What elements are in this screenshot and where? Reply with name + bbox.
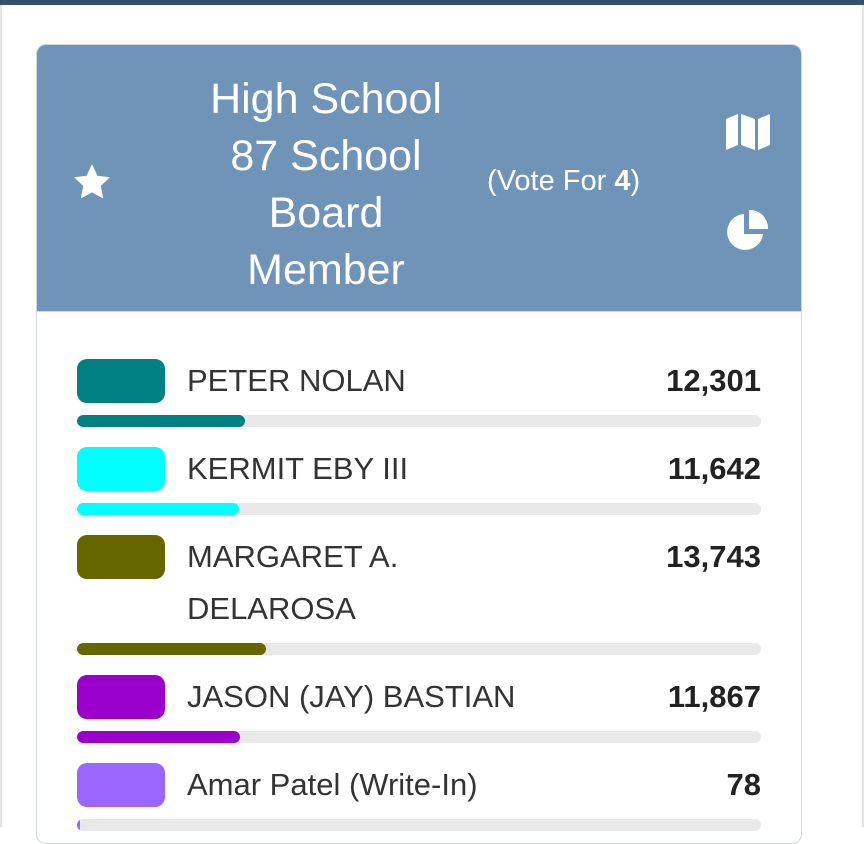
contest-header: High School 87 School Board Member (Vote… bbox=[37, 45, 801, 312]
vote-bar-track bbox=[77, 643, 761, 655]
top-bar bbox=[0, 0, 864, 5]
candidate-name: PETER NOLAN bbox=[187, 363, 406, 398]
vote-for-label: (Vote For 4) bbox=[487, 165, 640, 198]
candidate-color-swatch bbox=[77, 675, 165, 719]
vote-for-prefix: (Vote For bbox=[487, 165, 615, 197]
page-border-left bbox=[0, 5, 2, 827]
contest-card: High School 87 School Board Member (Vote… bbox=[36, 44, 802, 844]
candidate-row: MARGARET A. DELAROSA 13,743 bbox=[77, 521, 761, 655]
candidate-votes: 11,867 bbox=[667, 679, 761, 714]
vote-for-number: 4 bbox=[614, 165, 631, 197]
page-border-right bbox=[862, 5, 864, 827]
vote-bar-fill bbox=[77, 731, 241, 743]
candidate-row: KERMIT EBY III 11,642 bbox=[77, 433, 761, 515]
candidate-name: JASON (JAY) BASTIAN bbox=[187, 679, 516, 714]
vote-bar-fill bbox=[77, 503, 240, 515]
candidate-votes: 11,642 bbox=[667, 451, 761, 486]
candidate-color-swatch bbox=[77, 447, 165, 491]
contest-title-line: Member bbox=[247, 246, 405, 294]
candidate-row: JASON (JAY) BASTIAN 11,867 bbox=[77, 661, 761, 743]
vote-for-suffix: ) bbox=[630, 165, 641, 197]
vote-bar-fill bbox=[77, 819, 80, 831]
candidate-color-swatch bbox=[77, 535, 165, 579]
vote-bar-track bbox=[77, 819, 761, 831]
candidate-votes: 13,743 bbox=[666, 539, 761, 574]
vote-bar-fill bbox=[77, 643, 267, 655]
star-icon[interactable] bbox=[71, 161, 113, 203]
vote-bar-track bbox=[77, 731, 761, 743]
candidate-name: MARGARET A. DELAROSA bbox=[187, 539, 399, 626]
candidate-row: PETER NOLAN 12,301 bbox=[77, 345, 761, 427]
vote-bar-fill bbox=[77, 415, 245, 427]
contest-title-line: High School bbox=[210, 75, 442, 123]
candidate-name: Amar Patel (Write-In) bbox=[187, 767, 478, 802]
map-icon[interactable] bbox=[725, 113, 771, 151]
vote-bar-track bbox=[77, 415, 761, 427]
contest-title: High School 87 School Board Member bbox=[187, 71, 465, 299]
candidate-row: Amar Patel (Write-In) 78 bbox=[77, 749, 761, 831]
candidate-name: KERMIT EBY III bbox=[187, 451, 409, 486]
candidate-list: PETER NOLAN 12,301 KERMIT EBY III 11,642… bbox=[77, 345, 761, 837]
candidate-votes: 78 bbox=[726, 767, 761, 802]
vote-bar-track bbox=[77, 503, 761, 515]
contest-title-line: Board bbox=[268, 189, 384, 237]
candidate-votes: 12,301 bbox=[666, 363, 761, 398]
candidate-color-swatch bbox=[77, 763, 165, 807]
candidate-color-swatch bbox=[77, 359, 165, 403]
pie-chart-icon[interactable] bbox=[725, 209, 769, 253]
contest-title-line: 87 School bbox=[230, 132, 422, 180]
